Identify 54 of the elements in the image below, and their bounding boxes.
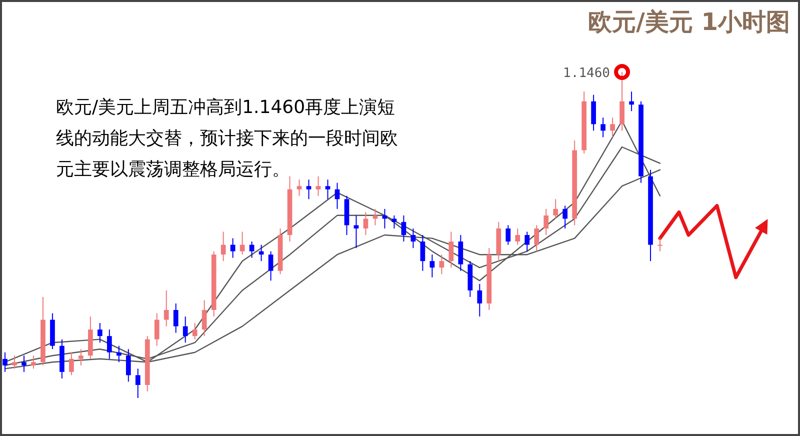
candlestick — [506, 224, 511, 246]
chart-title: 欧元/美元 1小时图 — [588, 8, 790, 36]
candlestick — [173, 302, 178, 334]
candlestick — [78, 348, 84, 366]
candlestick — [220, 231, 226, 262]
candlestick — [22, 355, 26, 372]
candlestick — [420, 234, 426, 272]
candlestick — [610, 117, 615, 138]
candlestick — [230, 238, 236, 258]
candlestick — [392, 214, 397, 229]
candlestick — [296, 179, 302, 196]
candlestick — [31, 355, 36, 370]
candlestick — [106, 329, 112, 360]
candlestick — [620, 72, 624, 132]
candlestick — [126, 348, 131, 382]
candlestick — [12, 355, 17, 370]
candlestick — [192, 322, 198, 340]
candlestick — [363, 212, 368, 236]
candlestick — [202, 300, 207, 337]
candlestick — [534, 224, 540, 252]
candlestick — [562, 205, 568, 229]
candlestick — [430, 254, 435, 278]
candlestick — [2, 352, 8, 372]
candlestick — [182, 316, 188, 344]
candlestick — [98, 322, 102, 344]
candlestick — [69, 352, 74, 376]
candlestick — [544, 208, 549, 236]
candlestick — [306, 179, 312, 200]
candlestick — [524, 231, 530, 252]
candlestick — [458, 234, 464, 272]
candlestick — [629, 91, 634, 112]
candlestick — [354, 214, 359, 249]
candlestick — [249, 241, 254, 258]
candlestick — [268, 250, 274, 282]
candlestick — [401, 214, 406, 242]
candlestick — [135, 368, 140, 398]
candlestick — [164, 290, 169, 327]
candlestick — [410, 228, 416, 249]
candlestick — [553, 198, 558, 220]
candlestick — [154, 312, 160, 346]
candlestick — [334, 182, 340, 210]
annotation: 欧元/美元上周五冲高到1.1460再度上演短线的动能大交替，预计接下来的一段时间欧元主要以震荡调整格局运行。 — [56, 96, 399, 182]
candlestick — [515, 228, 520, 246]
candlestick — [658, 238, 662, 252]
candlestick — [116, 345, 122, 363]
candlestick — [316, 176, 321, 196]
candlestick — [477, 283, 482, 317]
candlestick — [600, 117, 606, 138]
annotation: 1.1460 — [563, 66, 610, 81]
candlestick — [591, 94, 596, 132]
candlestick — [240, 231, 245, 256]
candlestick — [439, 254, 444, 275]
candlestick — [448, 231, 454, 268]
candlestick — [325, 179, 330, 200]
